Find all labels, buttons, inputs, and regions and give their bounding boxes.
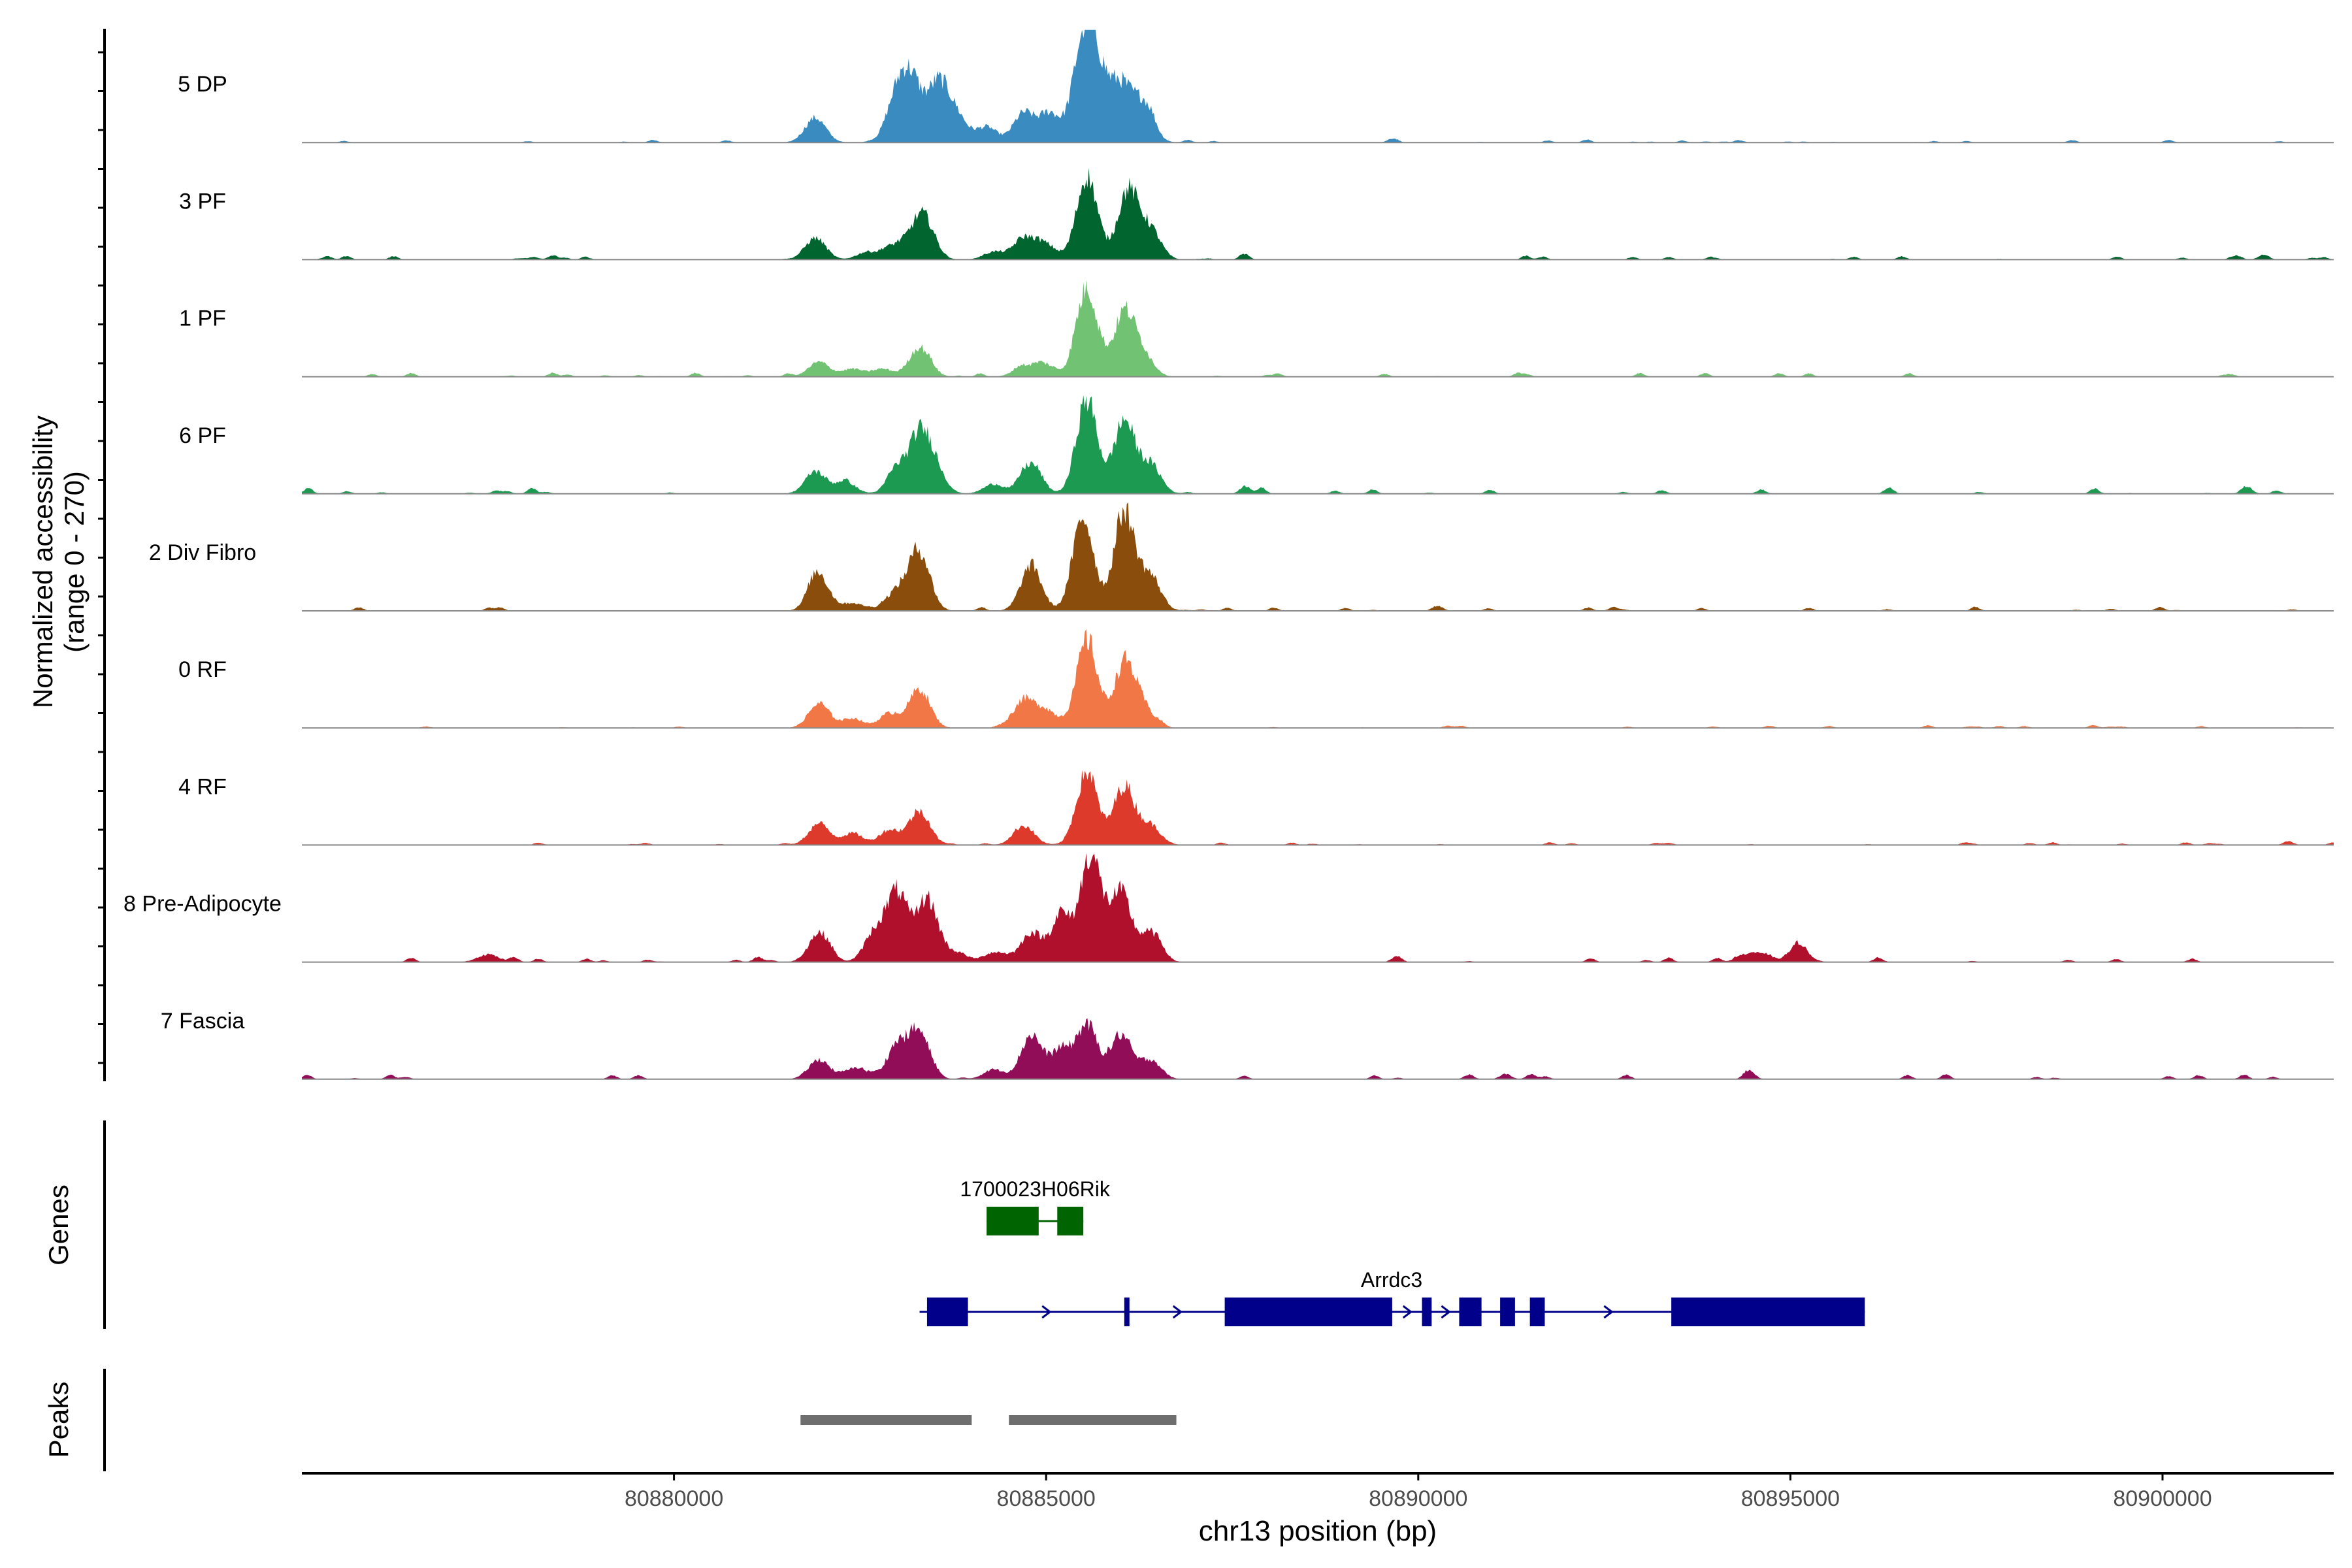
gene-exon <box>1224 1298 1392 1326</box>
strand-arrow <box>1603 1305 1614 1319</box>
gene-exon <box>1057 1207 1084 1235</box>
y-axis-label: Normalized accessibility <box>27 416 58 708</box>
gene-exon <box>1422 1298 1432 1326</box>
track-1-pf <box>302 280 2334 378</box>
gene-exon <box>1459 1298 1482 1326</box>
gene-label: Arrdc3 <box>1361 1268 1422 1292</box>
coverage-y-ticks <box>98 51 105 1064</box>
coverage-area <box>302 395 2334 494</box>
gene-annotations: 1700023H06Rik Arrdc3 <box>919 1177 1865 1326</box>
coverage-area <box>302 502 2334 611</box>
track-label: 5 DP <box>178 72 227 97</box>
x-tick-label: 80880000 <box>625 1486 723 1511</box>
track-label: 6 PF <box>179 423 226 448</box>
track-label: 3 PF <box>179 189 226 214</box>
track-label: 4 RF <box>178 774 227 799</box>
gene-exon <box>1529 1298 1545 1326</box>
track-label: 8 Pre-Adipocyte <box>123 892 282 917</box>
coverage-area <box>302 280 2334 377</box>
coverage-area <box>302 629 2334 728</box>
gene-exon <box>1671 1298 1865 1326</box>
x-tick-label: 80895000 <box>1741 1486 1840 1511</box>
strand-arrow <box>1402 1305 1413 1319</box>
coverage-area <box>302 29 2334 143</box>
gene-exon <box>1124 1298 1130 1326</box>
y-axis-range-label: (range 0 - 270) <box>59 471 90 653</box>
peak-regions <box>800 1415 1177 1425</box>
track-6-pf <box>302 395 2334 495</box>
coverage-area <box>302 853 2334 962</box>
gene-arrdc3: Arrdc3 <box>919 1268 1865 1326</box>
coverage-area <box>302 770 2334 845</box>
gene-exon <box>926 1298 968 1326</box>
track-7-fascia <box>302 1018 2334 1080</box>
left-axes <box>98 29 106 1471</box>
strand-arrow <box>1441 1305 1451 1319</box>
track-4-rf <box>302 770 2334 846</box>
x-tick-label: 80885000 <box>997 1486 1096 1511</box>
track-2-div-fibro <box>302 502 2334 612</box>
track-8-pre-adipocyte <box>302 853 2334 963</box>
x-tick-label: 80900000 <box>2113 1486 2212 1511</box>
coverage-tracks <box>302 29 2334 1080</box>
track-label: 2 Div Fibro <box>149 540 256 565</box>
track-label: 1 PF <box>179 306 226 331</box>
gene-1700023h06rik: 1700023H06Rik <box>960 1177 1111 1235</box>
track-labels: 5 DP 3 PF 1 PF 6 PF 2 Div Fibro 0 RF 4 RF 8 Pre… <box>123 72 282 1034</box>
genes-label: Genes <box>43 1184 74 1266</box>
x-axis: 80880000 80885000 80890000 80895000 80900000 <box>302 1472 2334 1511</box>
strand-arrow <box>1172 1305 1183 1319</box>
peaks-label: Peaks <box>43 1382 74 1458</box>
track-3-pf <box>302 167 2334 261</box>
gene-label: 1700023H06Rik <box>960 1177 1111 1201</box>
gene-exon <box>1500 1298 1515 1326</box>
peak-region <box>800 1415 972 1425</box>
x-axis-label: chr13 position (bp) <box>1199 1515 1437 1547</box>
gene-exon <box>987 1207 1039 1235</box>
x-tick-label: 80890000 <box>1369 1486 1467 1511</box>
peak-region <box>1009 1415 1177 1425</box>
track-label: 0 RF <box>178 657 227 682</box>
coverage-area <box>302 167 2334 260</box>
coverage-area <box>302 1018 2334 1079</box>
track-label: 7 Fascia <box>161 1009 245 1034</box>
strand-arrow <box>1041 1305 1052 1319</box>
track-5-dp <box>302 29 2334 144</box>
track-0-rf <box>302 629 2334 729</box>
